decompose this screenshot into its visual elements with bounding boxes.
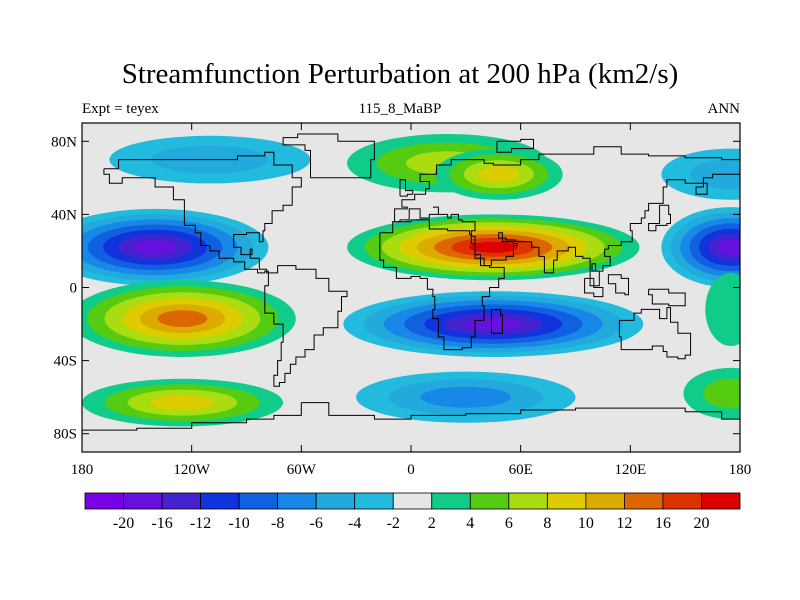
colorbar-box: [354, 492, 394, 510]
colorbar-label: 20: [693, 515, 709, 532]
colorbar-label: 12: [616, 515, 632, 532]
lat-label: 40N: [51, 207, 77, 223]
colorbar-label: 6: [505, 515, 513, 532]
lon-label: 60E: [509, 462, 533, 478]
colorbar-box: [469, 492, 510, 510]
lat-label: 0: [70, 281, 78, 297]
coastline: [648, 288, 686, 307]
colorbar-box: [546, 492, 587, 510]
colorbar-label: -12: [190, 515, 211, 532]
coastline: [648, 204, 671, 232]
lon-label: 120E: [614, 462, 646, 478]
lon-label: 180: [729, 462, 752, 478]
contour-band: [150, 395, 215, 411]
lon-label: 180: [71, 462, 94, 478]
coastline: [496, 138, 534, 153]
colorbar-label: 16: [655, 515, 671, 532]
contour-band: [468, 241, 518, 253]
coastline: [399, 179, 414, 197]
contour-band: [133, 240, 177, 255]
colorbar-label: -4: [348, 515, 361, 532]
coastline: [82, 402, 302, 431]
coastline: [103, 151, 302, 274]
latitude-labels: 80N 40N 0 40S 80S: [51, 134, 77, 442]
coastline: [301, 402, 740, 431]
contour-band: [717, 239, 740, 255]
axis-ticks: [81, 123, 741, 452]
coastline: [618, 307, 692, 360]
colorbar: [84, 492, 741, 510]
colorbar-label: -6: [310, 515, 323, 532]
colorbar-box: [123, 492, 163, 510]
contour-band: [464, 317, 522, 331]
chart-title: Streamfunction Perturbation at 200 hPa (…: [121, 58, 679, 90]
coastline: [584, 277, 604, 298]
colorbar-box: [84, 492, 124, 510]
colorbar-box: [585, 492, 625, 510]
coastline: [282, 133, 375, 179]
colorbar-box: [701, 492, 741, 510]
coastline: [264, 265, 348, 387]
colorbar-label: 2: [428, 515, 436, 532]
colorbar-box: [662, 492, 702, 510]
colorbar-label: -16: [151, 515, 172, 532]
lon-label: 120W: [173, 462, 211, 478]
right-string: ANN: [707, 101, 741, 117]
coastline: [379, 219, 505, 351]
contour-band: [420, 386, 511, 408]
coastline: [490, 308, 503, 334]
colorbar-box: [624, 492, 664, 510]
lat-label: 40S: [54, 354, 77, 370]
contour-band: [703, 378, 740, 409]
colorbar-box: [431, 492, 471, 510]
longitude-labels: 180 120W 60W 0 60E 120E 180: [71, 462, 752, 478]
colorbar-box: [200, 492, 240, 510]
colorbar-box: [315, 492, 356, 510]
lat-label: 80N: [51, 134, 77, 150]
coastline: [607, 274, 629, 296]
colorbar-box: [238, 492, 279, 510]
contour-band: [157, 310, 208, 327]
colorbar-box: [392, 492, 433, 510]
coastlines: [82, 133, 740, 431]
colorbar-label: 8: [543, 515, 551, 532]
colorbar-label: -8: [271, 515, 284, 532]
coastline: [392, 146, 740, 223]
colorbar-box: [161, 492, 201, 510]
colorbar-box: [508, 492, 548, 510]
contour-band: [478, 166, 520, 183]
colorbar-label: -20: [113, 515, 134, 532]
lon-label: 0: [407, 462, 415, 478]
lat-label: 80S: [54, 427, 77, 443]
colorbar-label: 4: [466, 515, 474, 532]
colorbar-label: 10: [578, 515, 594, 532]
contour-band: [705, 272, 740, 346]
colorbar-label: -2: [387, 515, 400, 532]
left-string: Expt = teyex: [82, 101, 159, 117]
contour-field: [82, 134, 740, 427]
colorbar-label: -10: [228, 515, 249, 532]
colorbar-box: [277, 492, 317, 510]
lon-label: 60W: [287, 462, 317, 478]
colorbar-labels: -20 -16 -12 -10 -8 -6 -4 -2 2 4 6 8 10 12 16 20: [113, 515, 710, 532]
coastline: [392, 173, 740, 287]
center-string: 115_8_MaBP: [358, 101, 442, 117]
